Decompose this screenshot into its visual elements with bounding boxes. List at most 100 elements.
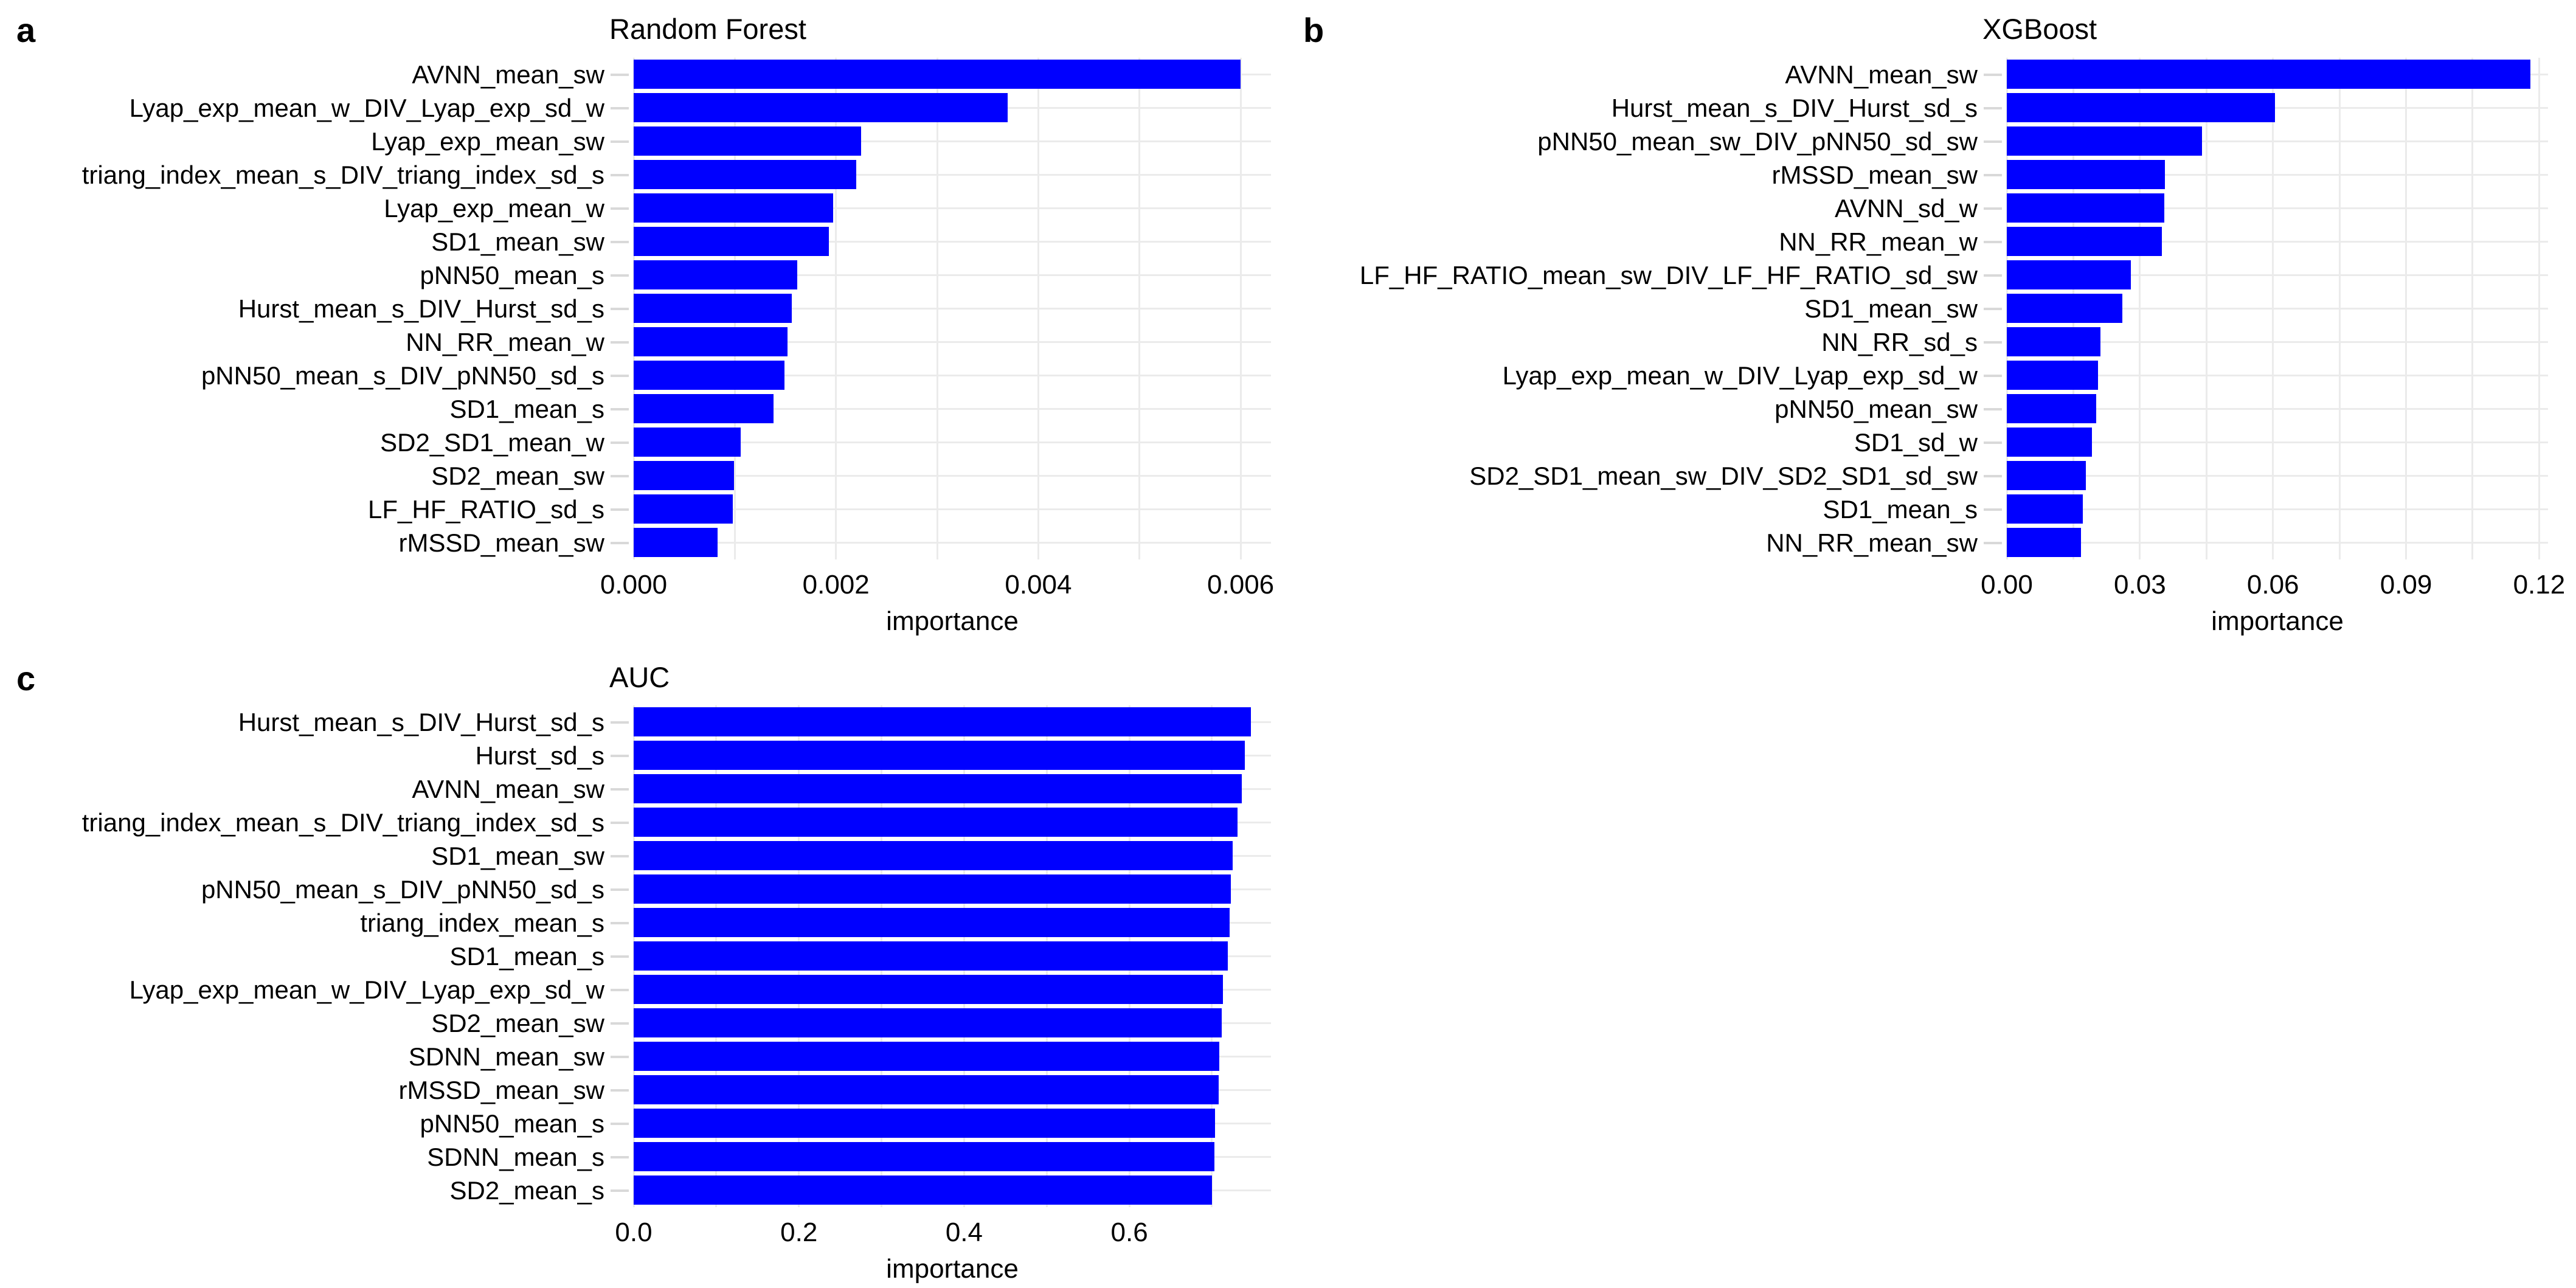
gridline-horizontal: [2007, 140, 2548, 142]
gridline-horizontal: [2007, 207, 2548, 209]
x-axis-title: importance: [886, 1254, 1019, 1284]
gridline-horizontal: [2007, 241, 2548, 243]
y-axis-tick: [1984, 73, 2002, 76]
y-axis-tick: [611, 407, 629, 410]
x-axis-ticks: 0.0 0.2 0.4 0.6: [615, 1217, 1271, 1250]
y-axis-label: pNN50_mean_s: [420, 261, 604, 289]
y-axis-label: SD2_SD1_mean_sw_DIV_SD2_SD1_sd_sw: [1469, 462, 1978, 490]
y-axis-tick: [611, 73, 629, 76]
y-axis-tick: [611, 921, 629, 924]
x-axis-tick-label: 0.2: [780, 1217, 818, 1247]
y-axis-tick: [611, 1189, 629, 1192]
y-axis-tick: [611, 341, 629, 344]
importance-bar: [634, 1008, 1222, 1037]
y-axis-tick: [611, 140, 629, 143]
y-axis-label: AVNN_mean_sw: [412, 775, 604, 803]
y-axis-tick: [611, 1155, 629, 1158]
y-axis-label: pNN50_mean_sw: [1774, 395, 1978, 423]
gridline-horizontal: [634, 274, 1271, 276]
x-axis-tick-label: 0.6: [1110, 1217, 1148, 1247]
y-axis-label: AVNN_mean_sw: [412, 60, 604, 89]
y-axis-tick: [611, 1055, 629, 1058]
y-axis-label: Hurst_mean_s_DIV_Hurst_sd_s: [238, 708, 604, 736]
importance-bar: [2007, 327, 2100, 356]
x-axis-tick-label: 0.006: [1207, 570, 1275, 600]
chart-title-random-forest: Random Forest: [609, 13, 806, 45]
importance-bar: [634, 707, 1251, 736]
importance-bar: [634, 494, 733, 524]
gridline-horizontal: [2007, 174, 2548, 176]
y-axis-tick: [1984, 474, 2002, 477]
gridline-horizontal: [634, 441, 1271, 443]
y-axis-label: NN_RR_mean_sw: [1766, 528, 1978, 557]
y-axis-tick: [611, 1022, 629, 1025]
y-axis-label: NN_RR_mean_w: [406, 328, 604, 356]
y-axis-label: rMSSD_mean_sw: [398, 1076, 604, 1104]
gridline-horizontal: [634, 140, 1271, 142]
panel-letter-c: c: [16, 659, 36, 698]
gridline-horizontal: [634, 341, 1271, 343]
importance-bar: [634, 1175, 1212, 1205]
y-axis-tick: [611, 274, 629, 277]
x-axis-tick-label: 0.000: [600, 570, 668, 600]
y-axis-tick: [611, 721, 629, 724]
gridline-horizontal: [2007, 508, 2548, 510]
y-axis-tick: [1984, 207, 2002, 210]
y-axis-label: SD1_mean_s: [449, 942, 604, 971]
y-axis-label: AVNN_mean_sw: [1785, 60, 1978, 89]
importance-bar: [634, 975, 1223, 1004]
importance-bar: [634, 841, 1233, 870]
gridline-horizontal: [634, 174, 1271, 176]
panel-letter-a: a: [16, 11, 36, 49]
y-axis-tick: [611, 106, 629, 109]
importance-bar: [634, 126, 862, 156]
y-axis-tick: [611, 1122, 629, 1125]
importance-bar: [2007, 361, 2098, 390]
y-axis-label: Lyap_exp_mean_sw: [371, 127, 604, 156]
importance-bar: [2007, 461, 2086, 490]
importance-bar: [634, 160, 856, 189]
y-axis-label: triang_index_mean_s_DIV_triang_index_sd_…: [81, 161, 604, 189]
x-axis-title: importance: [886, 606, 1019, 636]
gridline-horizontal: [634, 508, 1271, 510]
y-axis-label: SD1_mean_sw: [1804, 294, 1978, 323]
y-axis-tick: [1984, 140, 2002, 143]
importance-bar: [634, 874, 1231, 904]
y-axis-label: Lyap_exp_mean_w_DIV_Lyap_exp_sd_w: [129, 94, 604, 122]
panel-letter-b: b: [1303, 11, 1324, 49]
y-axis-tick: [1984, 508, 2002, 511]
y-axis-label: pNN50_mean_s_DIV_pNN50_sd_s: [201, 875, 604, 904]
x-axis-tick-label: 0.0: [615, 1217, 653, 1247]
importance-bar: [2007, 126, 2202, 156]
y-axis-label: SD2_mean_s: [449, 1176, 604, 1205]
y-axis-tick: [1984, 541, 2002, 544]
gridline-horizontal: [2007, 542, 2548, 544]
importance-bar: [2007, 494, 2083, 524]
y-axis-tick: [611, 988, 629, 991]
importance-bar: [634, 60, 1241, 89]
importance-bar: [634, 528, 718, 557]
y-axis-tick: [611, 854, 629, 857]
y-axis-label: SDNN_mean_s: [427, 1143, 604, 1171]
y-axis-tick: [611, 541, 629, 544]
importance-bar: [2007, 294, 2122, 323]
y-axis-label: Lyap_exp_mean_w_DIV_Lyap_exp_sd_w: [1502, 361, 1978, 390]
gridline-horizontal: [2007, 107, 2548, 109]
y-axis-label: AVNN_sd_w: [1835, 194, 1978, 223]
y-axis-tick: [1984, 106, 2002, 109]
importance-bar: [2007, 394, 2097, 423]
importance-bar: [634, 461, 734, 490]
importance-bar: [634, 741, 1245, 770]
importance-bar: [634, 193, 833, 223]
importance-bar: [2007, 428, 2093, 457]
chart-title-xgboost: XGBoost: [1982, 13, 2097, 45]
y-axis-label: pNN50_mean_sw_DIV_pNN50_sd_sw: [1537, 127, 1978, 156]
panel-random-forest: a Random Forest AVNN_mean_sw Lyap_exp_mea…: [0, 0, 1288, 645]
y-axis-tick: [1984, 240, 2002, 243]
y-axis-label: pNN50_mean_s_DIV_pNN50_sd_s: [201, 361, 604, 390]
y-axis-tick: [611, 788, 629, 791]
y-axis-tick: [1984, 407, 2002, 410]
y-axis-label: rMSSD_mean_sw: [398, 528, 604, 557]
y-axis-tick: [611, 474, 629, 477]
x-axis-title: importance: [2211, 606, 2344, 636]
